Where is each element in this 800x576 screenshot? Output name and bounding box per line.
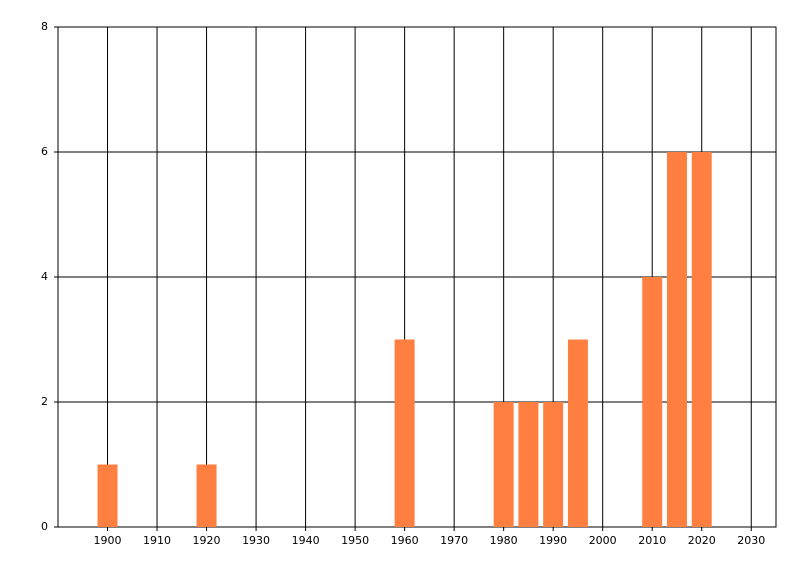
x-tick-label: 2000 [589,534,617,547]
bar [394,339,415,527]
y-tick-label: 8 [41,20,48,33]
x-tick-label: 1980 [490,534,518,547]
x-tick-label: 1930 [242,534,270,547]
bar [543,402,564,527]
x-tick-label: 2020 [688,534,716,547]
y-tick-label: 0 [41,520,48,533]
bar [666,152,687,527]
bar [196,464,217,527]
x-tick-label: 1900 [94,534,122,547]
x-tick-label: 1910 [143,534,171,547]
y-tick-label: 4 [41,270,48,283]
x-tick-label: 1920 [193,534,221,547]
bar [493,402,514,527]
x-tick-label: 2030 [737,534,765,547]
bar [691,152,712,527]
bar [518,402,539,527]
x-tick-label: 1970 [440,534,468,547]
y-tick-label: 2 [41,395,48,408]
y-tick-label: 6 [41,145,48,158]
x-tick-label: 2010 [638,534,666,547]
x-tick-label: 1950 [341,534,369,547]
x-tick-label: 1990 [539,534,567,547]
bar [97,464,118,527]
x-tick-label: 1960 [391,534,419,547]
bar [567,339,588,527]
bar [642,277,663,527]
x-tick-label: 1940 [292,534,320,547]
